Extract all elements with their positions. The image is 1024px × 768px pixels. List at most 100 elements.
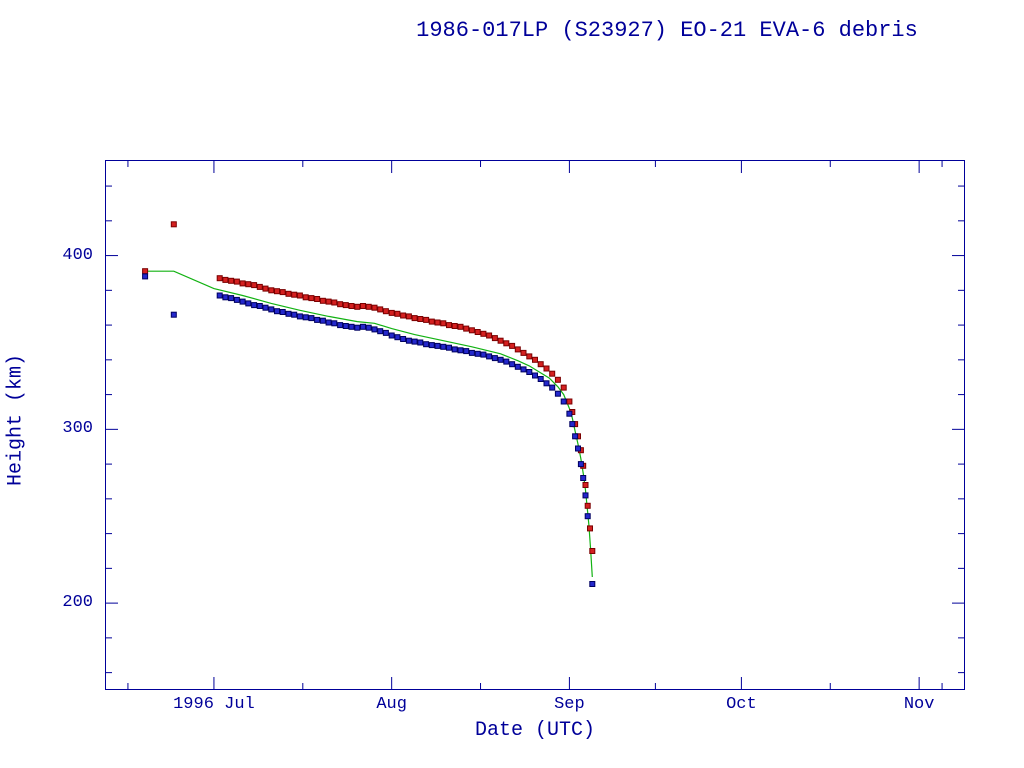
data-point-marker xyxy=(337,322,344,329)
data-point-marker xyxy=(331,299,338,306)
data-point-marker xyxy=(268,287,275,294)
data-point-marker xyxy=(423,316,430,323)
data-point-marker xyxy=(468,349,475,356)
data-point-marker xyxy=(474,329,481,335)
data-point-marker xyxy=(216,292,223,299)
data-point-marker xyxy=(451,346,458,353)
data-point-marker xyxy=(554,376,561,383)
data-point-marker xyxy=(268,306,275,313)
data-point-marker xyxy=(589,581,596,587)
data-point-marker xyxy=(256,303,263,309)
plot-frame xyxy=(105,160,965,690)
data-point-marker xyxy=(394,334,401,341)
data-point-marker xyxy=(434,319,441,326)
data-point-marker xyxy=(262,304,269,311)
x-tick-label: Sep xyxy=(554,695,585,714)
data-point-marker xyxy=(417,339,424,346)
data-point-marker xyxy=(587,525,593,532)
y-tick-label: 200 xyxy=(62,593,93,613)
data-point-marker xyxy=(285,310,292,317)
data-point-marker xyxy=(279,309,286,315)
data-point-marker xyxy=(520,349,527,356)
data-point-marker xyxy=(428,318,435,325)
data-point-marker xyxy=(314,296,321,302)
data-point-marker xyxy=(142,268,149,275)
data-point-marker xyxy=(451,323,458,329)
data-point-marker xyxy=(440,320,447,327)
data-point-marker xyxy=(486,332,493,339)
data-point-marker xyxy=(503,358,510,365)
data-point-marker xyxy=(342,302,349,309)
data-point-marker xyxy=(142,273,149,280)
data-point-marker xyxy=(537,376,544,382)
data-point-marker xyxy=(463,325,470,332)
x-tick-label: Oct xyxy=(726,695,757,714)
data-point-marker xyxy=(582,492,589,499)
data-point-marker xyxy=(480,330,487,337)
data-point-marker xyxy=(239,298,246,305)
data-point-marker xyxy=(560,398,567,405)
data-point-marker xyxy=(575,445,581,452)
data-point-marker xyxy=(446,344,452,351)
data-point-marker xyxy=(543,380,550,387)
data-point-marker xyxy=(480,351,487,358)
data-point-marker xyxy=(388,309,395,316)
data-point-marker xyxy=(354,324,361,331)
chart-title: 1986-017LP (S23927) EO-21 EVA-6 debris xyxy=(416,18,918,43)
data-point-marker xyxy=(348,323,355,330)
data-point-marker xyxy=(446,322,452,329)
data-point-marker xyxy=(245,281,252,288)
data-point-marker xyxy=(365,324,372,331)
data-point-marker xyxy=(394,310,401,317)
data-point-marker xyxy=(274,308,280,315)
data-point-marker xyxy=(251,302,258,309)
data-point-marker xyxy=(337,301,344,308)
series-blue-squares-lower xyxy=(142,273,596,587)
data-point-marker xyxy=(497,356,504,363)
y-tick-label: 300 xyxy=(62,419,93,439)
data-point-marker xyxy=(382,308,389,315)
data-point-marker xyxy=(584,513,591,520)
data-point-marker xyxy=(554,390,561,397)
data-point-marker xyxy=(532,356,538,363)
data-point-marker xyxy=(532,372,538,379)
data-point-marker xyxy=(319,317,326,324)
data-point-marker xyxy=(526,353,533,360)
data-point-marker xyxy=(222,294,229,301)
data-point-marker xyxy=(549,370,556,377)
data-point-marker xyxy=(360,303,366,309)
data-point-marker xyxy=(170,311,177,318)
data-point-marker xyxy=(566,398,573,405)
data-point-marker xyxy=(549,384,556,391)
data-point-marker xyxy=(314,316,321,323)
data-point-marker xyxy=(382,329,389,336)
data-point-marker xyxy=(245,300,252,307)
data-point-marker xyxy=(526,369,533,375)
data-point-marker xyxy=(228,295,235,302)
data-point-marker xyxy=(514,346,521,353)
data-point-marker xyxy=(228,277,235,284)
data-point-marker xyxy=(566,410,573,417)
data-point-marker xyxy=(291,311,298,318)
data-point-marker xyxy=(428,342,435,349)
data-point-marker xyxy=(302,294,309,301)
data-point-marker xyxy=(342,323,349,329)
data-point-marker xyxy=(296,313,303,320)
data-point-marker xyxy=(474,350,481,357)
data-point-marker xyxy=(239,280,246,287)
data-point-marker xyxy=(400,312,407,319)
data-point-marker xyxy=(405,337,412,344)
data-point-marker xyxy=(491,355,498,362)
data-point-marker xyxy=(582,482,589,488)
data-point-marker xyxy=(509,342,516,349)
data-point-marker xyxy=(325,298,332,305)
data-point-marker xyxy=(560,384,567,391)
data-point-marker xyxy=(457,323,464,330)
x-tick-label: Aug xyxy=(376,695,407,714)
data-point-marker xyxy=(584,502,591,509)
data-point-marker xyxy=(577,461,584,468)
data-point-marker xyxy=(262,285,269,292)
x-axis-label: Date (UTC) xyxy=(474,719,596,742)
data-point-marker xyxy=(497,337,504,344)
data-point-marker xyxy=(279,289,286,296)
